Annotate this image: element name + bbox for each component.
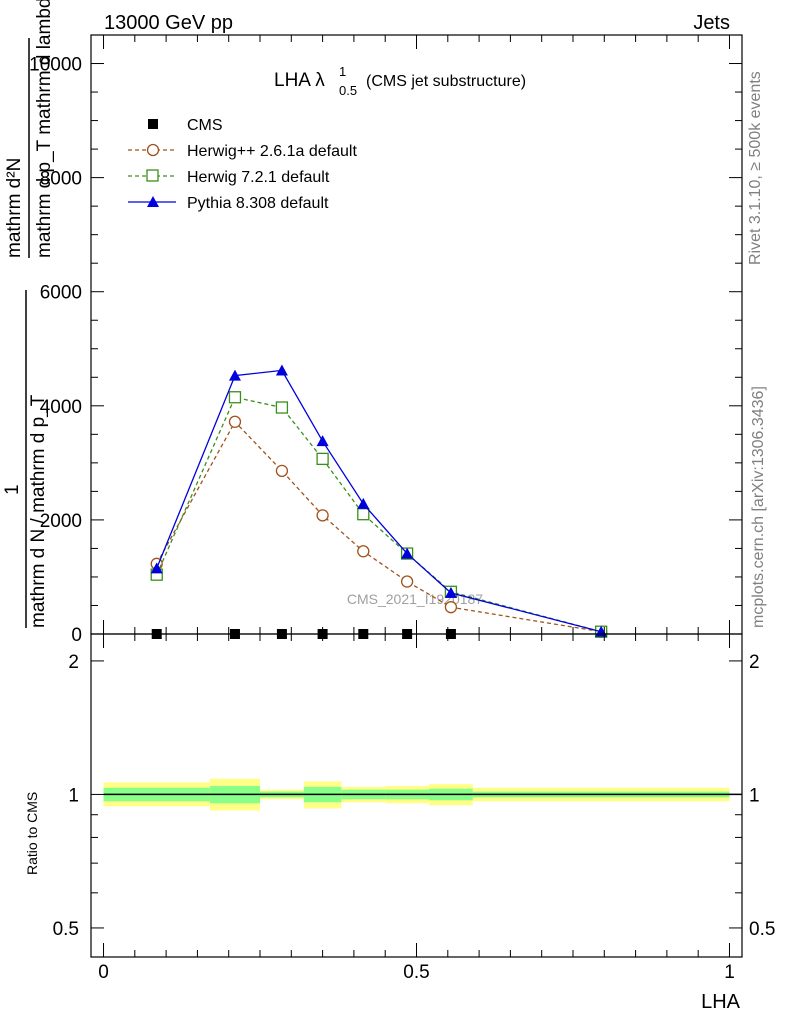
main-ytick-label: 10000 bbox=[29, 55, 82, 76]
legend-herwigpp-label: Herwig++ 2.6.1a default bbox=[187, 143, 357, 160]
data-point-pythia-8-308-default bbox=[316, 435, 329, 447]
header-left: 13000 GeV pp bbox=[104, 12, 233, 34]
main-ytick-label: 8000 bbox=[40, 169, 82, 190]
series-line-herwig-7-2-1-default bbox=[156, 396, 602, 633]
main-ylabel-prefix-numerator: 1 bbox=[2, 484, 23, 495]
data-point-pythia-8-308-default bbox=[275, 364, 288, 376]
ratio-ytick-label: 2 bbox=[68, 652, 79, 673]
ratio-axes: 0.5 0.5 1 1 2 2 0 0.5 1 bbox=[53, 633, 775, 983]
plot-title-suffix: (CMS jet substructure) bbox=[366, 73, 526, 90]
data-point-herwig-2-6-1a-default bbox=[444, 601, 458, 614]
ratio-ytick-label: 1 bbox=[68, 785, 79, 806]
header-right: Jets bbox=[693, 12, 730, 34]
plot-title-superscript: 1 bbox=[339, 64, 346, 79]
main-ytick-label: 2000 bbox=[40, 511, 82, 532]
data-point-herwig-2-6-1a-default bbox=[316, 509, 329, 522]
data-point-herwig-7-2-1-default bbox=[275, 401, 289, 414]
ratio-ylabel: Ratio to CMS bbox=[24, 792, 40, 875]
legend-cms-marker bbox=[148, 119, 158, 129]
main-ytick-label: 0 bbox=[71, 625, 82, 646]
legend-pythia-marker bbox=[147, 196, 159, 207]
series-line-herwig-2-6-1a-default bbox=[156, 420, 602, 633]
legend-herwigpp-marker bbox=[146, 143, 160, 157]
main-series-layer bbox=[150, 364, 608, 639]
data-point-pythia-8-308-default bbox=[228, 369, 241, 381]
plot-title: LHA λ 1 0.5 (CMS jet substructure) bbox=[274, 64, 526, 98]
plot-title-subscript: 0.5 bbox=[339, 83, 357, 98]
plot-title-main: LHA λ bbox=[274, 70, 325, 91]
data-point-pythia-8-308-default bbox=[150, 562, 163, 574]
legend-entry-pythia: Pythia 8.308 default bbox=[128, 195, 329, 212]
mcplots-reference-text: mcplots.cern.ch [arXiv:1306.3436] bbox=[750, 386, 767, 628]
legend: CMS Herwig++ 2.6.1a default Herwig 7.2.1… bbox=[128, 117, 357, 212]
legend-entry-herwigpp: Herwig++ 2.6.1a default bbox=[128, 143, 357, 160]
legend-herwig7-label: Herwig 7.2.1 default bbox=[187, 169, 330, 186]
legend-entry-herwig7: Herwig 7.2.1 default bbox=[128, 169, 330, 186]
data-point-herwig-2-6-1a-default bbox=[275, 464, 289, 477]
main-ylabel: mathrm d²N mathrm d p_T mathrm d lambda … bbox=[2, 0, 55, 628]
ratio-xtick-label: 0 bbox=[98, 962, 109, 983]
data-point-herwig-7-2-1-default bbox=[228, 391, 242, 404]
main-ytick-label: 4000 bbox=[40, 397, 82, 418]
ratio-ytick-label-right: 2 bbox=[749, 652, 760, 673]
data-point-herwig-2-6-1a-default bbox=[357, 545, 370, 558]
data-point-pythia-8-308-default bbox=[444, 586, 457, 598]
main-ylabel-denominator: mathrm d p_T mathrm d lambda bbox=[34, 0, 55, 258]
series-line-pythia-8-308-default bbox=[156, 369, 602, 633]
data-point-herwig-2-6-1a-default bbox=[400, 575, 414, 588]
data-point-herwig-7-2-1-default bbox=[316, 452, 329, 466]
rivet-version-text: Rivet 3.1.10, ≥ 500k events bbox=[747, 71, 764, 265]
ratio-bands-layer bbox=[103, 778, 742, 811]
data-point-herwig-7-2-1-default bbox=[357, 508, 370, 521]
main-ylabel-prefix-denominator: mathrm d N / mathrm d p_T bbox=[28, 394, 49, 628]
ratio-ytick-label-right: 1 bbox=[749, 785, 760, 806]
ratio-xlabel: LHA bbox=[701, 991, 741, 1013]
ratio-xtick-label: 1 bbox=[724, 962, 735, 983]
legend-herwig7-marker bbox=[146, 169, 159, 182]
main-ytick-label: 6000 bbox=[40, 283, 82, 304]
ratio-ytick-label: 0.5 bbox=[53, 919, 79, 940]
data-point-herwig-2-6-1a-default bbox=[228, 415, 242, 428]
main-ylabel-numerator: mathrm d²N bbox=[4, 158, 25, 258]
main-axes: 0 2000 4000 6000 8000 10000 bbox=[29, 34, 743, 646]
analysis-watermark: CMS_2021_I1920187 bbox=[347, 591, 483, 607]
ratio-ytick-label-right: 0.5 bbox=[749, 919, 775, 940]
ratio-xtick-label: 0.5 bbox=[403, 962, 429, 983]
legend-entry-cms: CMS bbox=[148, 117, 223, 134]
watermark-layer: CMS_2021_I1920187 bbox=[347, 591, 483, 607]
legend-cms-label: CMS bbox=[187, 117, 223, 134]
data-point-pythia-8-308-default bbox=[401, 547, 414, 559]
data-point-pythia-8-308-default bbox=[357, 497, 370, 509]
legend-pythia-label: Pythia 8.308 default bbox=[187, 195, 329, 212]
